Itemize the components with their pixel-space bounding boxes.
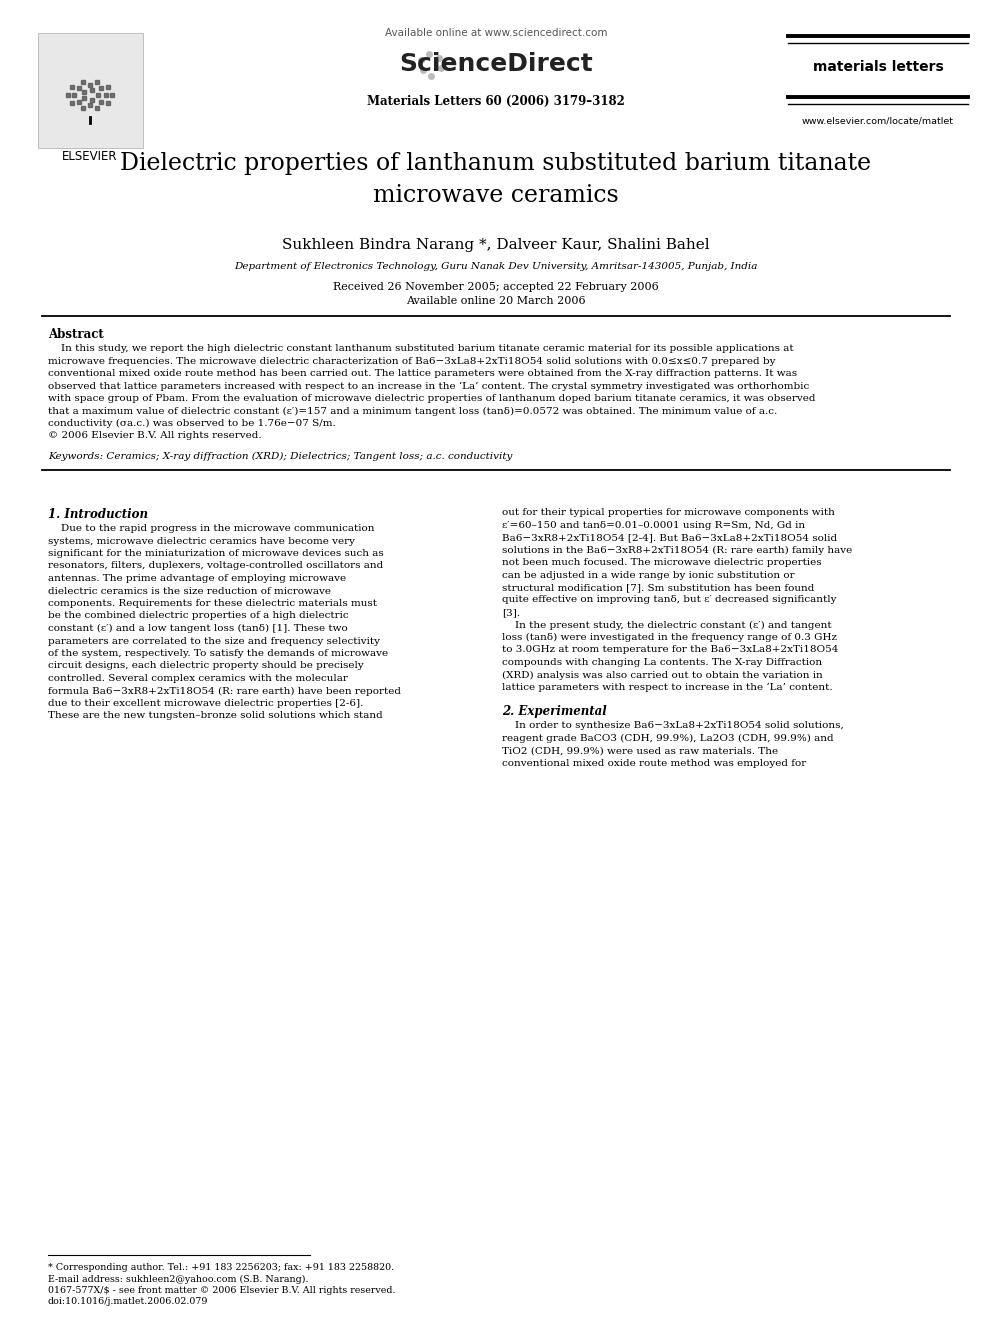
Text: constant (ε′) and a low tangent loss (tanδ) [1]. These two: constant (ε′) and a low tangent loss (ta… — [48, 624, 348, 634]
Text: of the system, respectively. To satisfy the demands of microwave: of the system, respectively. To satisfy … — [48, 650, 388, 658]
Text: 2. Experimental: 2. Experimental — [502, 705, 607, 718]
Text: solutions in the Ba6−3xR8+2xTi18O54 (R: rare earth) family have: solutions in the Ba6−3xR8+2xTi18O54 (R: … — [502, 545, 852, 554]
Text: (XRD) analysis was also carried out to obtain the variation in: (XRD) analysis was also carried out to o… — [502, 671, 822, 680]
Text: to 3.0GHz at room temperature for the Ba6−3xLa8+2xTi18O54: to 3.0GHz at room temperature for the Ba… — [502, 646, 838, 655]
Text: compounds with changing La contents. The X-ray Diffraction: compounds with changing La contents. The… — [502, 658, 822, 667]
Text: Received 26 November 2005; accepted 22 February 2006: Received 26 November 2005; accepted 22 F… — [333, 282, 659, 292]
Text: Keywords: Ceramics; X-ray diffraction (XRD); Dielectrics; Tangent loss; a.c. con: Keywords: Ceramics; X-ray diffraction (X… — [48, 452, 513, 462]
Text: not been much focused. The microwave dielectric properties: not been much focused. The microwave die… — [502, 558, 821, 568]
Text: reagent grade BaCO3 (CDH, 99.9%), La2O3 (CDH, 99.9%) and: reagent grade BaCO3 (CDH, 99.9%), La2O3 … — [502, 734, 833, 744]
Text: conventional mixed oxide route method has been carried out. The lattice paramete: conventional mixed oxide route method ha… — [48, 369, 798, 378]
Text: ScienceDirect: ScienceDirect — [399, 52, 593, 75]
Text: doi:10.1016/j.matlet.2006.02.079: doi:10.1016/j.matlet.2006.02.079 — [48, 1298, 208, 1307]
Text: Ba6−3xR8+2xTi18O54 [2-4]. But Ba6−3xLa8+2xTi18O54 solid: Ba6−3xR8+2xTi18O54 [2-4]. But Ba6−3xLa8+… — [502, 533, 837, 542]
Text: Abstract: Abstract — [48, 328, 104, 341]
Text: formula Ba6−3xR8+2xTi18O54 (R: rare earth) have been reported: formula Ba6−3xR8+2xTi18O54 (R: rare eart… — [48, 687, 401, 696]
Text: components. Requirements for these dielectric materials must: components. Requirements for these diele… — [48, 599, 377, 609]
Text: ε′=60–150 and tanδ=0.01–0.0001 using R=Sm, Nd, Gd in: ε′=60–150 and tanδ=0.01–0.0001 using R=S… — [502, 520, 806, 529]
Text: with space group of Pbam. From the evaluation of microwave dielectric properties: with space group of Pbam. From the evalu… — [48, 394, 815, 404]
Text: Sukhleen Bindra Narang *, Dalveer Kaur, Shalini Bahel: Sukhleen Bindra Narang *, Dalveer Kaur, … — [282, 238, 710, 251]
Text: E-mail address: sukhleen2@yahoo.com (S.B. Narang).: E-mail address: sukhleen2@yahoo.com (S.B… — [48, 1274, 309, 1283]
Text: 1. Introduction: 1. Introduction — [48, 508, 148, 521]
Text: Available online at www.sciencedirect.com: Available online at www.sciencedirect.co… — [385, 28, 607, 38]
Text: ELSEVIER: ELSEVIER — [62, 149, 118, 163]
Text: controlled. Several complex ceramics with the molecular: controlled. Several complex ceramics wit… — [48, 673, 348, 683]
Text: parameters are correlated to the size and frequency selectivity: parameters are correlated to the size an… — [48, 636, 380, 646]
Text: systems, microwave dielectric ceramics have become very: systems, microwave dielectric ceramics h… — [48, 537, 355, 545]
Text: dielectric ceramics is the size reduction of microwave: dielectric ceramics is the size reductio… — [48, 586, 331, 595]
Text: Available online 20 March 2006: Available online 20 March 2006 — [406, 296, 586, 306]
Text: In order to synthesize Ba6−3xLa8+2xTi18O54 solid solutions,: In order to synthesize Ba6−3xLa8+2xTi18O… — [502, 721, 844, 730]
Text: can be adjusted in a wide range by ionic substitution or: can be adjusted in a wide range by ionic… — [502, 570, 795, 579]
Text: circuit designs, each dielectric property should be precisely: circuit designs, each dielectric propert… — [48, 662, 364, 671]
Text: © 2006 Elsevier B.V. All rights reserved.: © 2006 Elsevier B.V. All rights reserved… — [48, 431, 262, 441]
Text: Dielectric properties of lanthanum substituted barium titanate
microwave ceramic: Dielectric properties of lanthanum subst… — [120, 152, 872, 206]
Text: out for their typical properties for microwave components with: out for their typical properties for mic… — [502, 508, 835, 517]
Text: lattice parameters with respect to increase in the ‘La’ content.: lattice parameters with respect to incre… — [502, 683, 832, 692]
Text: structural modification [7]. Sm substitution has been found: structural modification [7]. Sm substitu… — [502, 583, 814, 591]
Text: TiO2 (CDH, 99.9%) were used as raw materials. The: TiO2 (CDH, 99.9%) were used as raw mater… — [502, 746, 778, 755]
Text: * Corresponding author. Tel.: +91 183 2256203; fax: +91 183 2258820.: * Corresponding author. Tel.: +91 183 22… — [48, 1263, 394, 1271]
Text: [3].: [3]. — [502, 609, 520, 617]
FancyBboxPatch shape — [38, 33, 143, 148]
Text: In the present study, the dielectric constant (ε′) and tangent: In the present study, the dielectric con… — [502, 620, 831, 630]
Text: antennas. The prime advantage of employing microwave: antennas. The prime advantage of employi… — [48, 574, 346, 583]
Text: materials letters: materials letters — [812, 60, 943, 74]
Text: Department of Electronics Technology, Guru Nanak Dev University, Amritsar-143005: Department of Electronics Technology, Gu… — [234, 262, 758, 271]
Text: significant for the miniaturization of microwave devices such as: significant for the miniaturization of m… — [48, 549, 384, 558]
Text: Due to the rapid progress in the microwave communication: Due to the rapid progress in the microwa… — [48, 524, 375, 533]
Text: observed that lattice parameters increased with respect to an increase in the ‘L: observed that lattice parameters increas… — [48, 381, 809, 390]
Text: Materials Letters 60 (2006) 3179–3182: Materials Letters 60 (2006) 3179–3182 — [367, 95, 625, 108]
Text: www.elsevier.com/locate/matlet: www.elsevier.com/locate/matlet — [802, 116, 954, 126]
Text: loss (tanδ) were investigated in the frequency range of 0.3 GHz: loss (tanδ) were investigated in the fre… — [502, 632, 837, 642]
Text: These are the new tungsten–bronze solid solutions which stand: These are the new tungsten–bronze solid … — [48, 712, 383, 721]
Text: microwave frequencies. The microwave dielectric characterization of Ba6−3xLa8+2x: microwave frequencies. The microwave die… — [48, 356, 776, 365]
Text: that a maximum value of dielectric constant (ε′)=157 and a minimum tangent loss : that a maximum value of dielectric const… — [48, 406, 778, 415]
Text: be the combined dielectric properties of a high dielectric: be the combined dielectric properties of… — [48, 611, 348, 620]
Text: quite effective on improving tanδ, but ε′ decreased significantly: quite effective on improving tanδ, but ε… — [502, 595, 836, 605]
Text: 0167-577X/$ - see front matter © 2006 Elsevier B.V. All rights reserved.: 0167-577X/$ - see front matter © 2006 El… — [48, 1286, 396, 1295]
Text: resonators, filters, duplexers, voltage-controlled oscillators and: resonators, filters, duplexers, voltage-… — [48, 561, 383, 570]
Text: conductivity (σa.c.) was observed to be 1.76e−07 S/m.: conductivity (σa.c.) was observed to be … — [48, 419, 335, 429]
Text: conventional mixed oxide route method was employed for: conventional mixed oxide route method wa… — [502, 759, 806, 767]
Text: due to their excellent microwave dielectric properties [2-6].: due to their excellent microwave dielect… — [48, 699, 363, 708]
Text: In this study, we report the high dielectric constant lanthanum substituted bari: In this study, we report the high dielec… — [48, 344, 794, 353]
